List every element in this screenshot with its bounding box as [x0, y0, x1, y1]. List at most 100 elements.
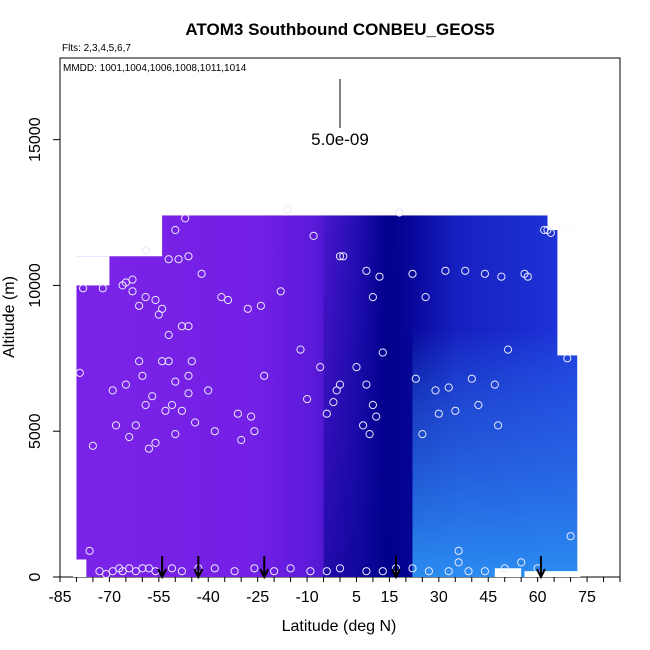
sample-marker	[177, 406, 186, 415]
sample-marker	[171, 225, 180, 235]
sample-marker	[171, 377, 180, 386]
x-tick-label: -70	[98, 589, 121, 606]
sample-marker	[339, 252, 348, 261]
sample-marker	[335, 252, 345, 261]
sample-marker	[464, 567, 473, 576]
sample-marker	[204, 386, 213, 395]
sample-marker	[421, 293, 430, 302]
sample-marker	[286, 564, 295, 573]
sample-marker	[418, 430, 427, 439]
sample-marker	[309, 231, 318, 240]
x-tick-label: 30	[430, 589, 448, 606]
x-tick-label: 75	[578, 589, 596, 606]
sample-marker	[362, 380, 371, 389]
sample-marker	[441, 266, 450, 275]
sample-marker	[217, 293, 226, 302]
field-mask-ne2	[557, 230, 581, 356]
sample-marker	[111, 421, 121, 430]
x-tick-label: 45	[479, 589, 497, 606]
sample-marker	[362, 567, 371, 576]
sample-marker	[378, 348, 387, 357]
sample-marker	[230, 567, 239, 576]
sample-marker	[95, 567, 104, 576]
x-tick-label: 60	[529, 589, 547, 606]
sample-marker	[125, 432, 134, 442]
sample-marker	[187, 357, 196, 366]
sample-marker	[359, 421, 368, 430]
field-core	[323, 215, 413, 577]
sample-marker	[141, 293, 150, 302]
sample-marker	[98, 284, 107, 293]
field-north-low	[412, 329, 578, 577]
sample-marker	[141, 246, 150, 255]
sounding-arrow-head	[536, 568, 546, 580]
sample-marker	[270, 567, 279, 576]
sample-marker	[454, 558, 463, 567]
sample-marker	[322, 567, 331, 576]
sample-marker	[296, 345, 305, 354]
x-tick-label: -10	[295, 589, 318, 606]
sample-marker	[191, 418, 200, 427]
x-tick-label: 15	[381, 589, 399, 606]
sample-marker	[210, 564, 219, 573]
sample-marker	[546, 228, 555, 237]
chart-title: ATOM3 Southbound CONBEU_GEOS5	[185, 20, 494, 39]
x-tick-label: -40	[197, 589, 220, 606]
y-axis-label: Altitude (m)	[1, 276, 18, 358]
sample-marker	[368, 400, 377, 410]
sample-marker	[467, 374, 476, 383]
sounding-arrow-head	[391, 568, 401, 580]
sample-marker	[362, 266, 371, 275]
sample-marker	[276, 287, 285, 296]
sample-marker	[174, 255, 183, 264]
y-axis: 0 5000 10000 15000	[27, 117, 60, 581]
sample-marker	[237, 435, 246, 445]
sample-marker	[144, 444, 153, 453]
sample-marker	[108, 567, 117, 576]
sample-marker	[121, 380, 131, 389]
sample-marker	[184, 389, 193, 398]
sample-marker	[184, 322, 193, 331]
sample-marker	[167, 400, 177, 410]
sample-marker	[151, 438, 160, 447]
sample-marker	[395, 208, 404, 217]
concentration-field	[73, 213, 581, 577]
sample-marker	[177, 322, 186, 331]
sample-marker	[247, 412, 256, 421]
sample-marker	[233, 409, 242, 418]
sample-marker	[322, 409, 331, 418]
field-mask-sw3	[73, 559, 87, 577]
sample-marker	[306, 567, 315, 576]
y-tick-label: 10000	[27, 263, 44, 308]
sample-marker	[283, 205, 292, 214]
sample-marker	[368, 293, 377, 302]
sample-marker	[177, 567, 186, 576]
y-tick-label: 5000	[27, 413, 44, 449]
sample-marker	[434, 409, 443, 418]
x-tick-label: -85	[48, 589, 71, 606]
sample-marker	[517, 558, 526, 567]
sample-marker	[566, 532, 575, 541]
sample-marker	[184, 252, 193, 261]
sample-marker	[250, 427, 259, 436]
flights-label: Flts: 2,3,4,5,6,7	[62, 43, 131, 54]
sample-marker	[497, 272, 506, 281]
x-tick-label: -55	[147, 589, 170, 606]
sample-marker	[474, 400, 483, 410]
sample-marker	[503, 345, 513, 354]
sample-marker	[85, 546, 94, 555]
sample-marker	[329, 398, 338, 407]
sample-marker	[167, 564, 177, 573]
sample-marker	[141, 400, 150, 410]
sample-marker	[408, 564, 417, 573]
sample-marker	[444, 383, 453, 392]
sample-marker	[118, 567, 127, 576]
sample-marker	[352, 363, 361, 372]
sample-marker	[454, 546, 463, 555]
x-tick-label: 5	[352, 589, 361, 606]
x-axis-label: Latitude (deg N)	[282, 618, 397, 635]
sample-marker	[461, 266, 470, 275]
x-axis: -85 -70 -55 -40 -25 -10 5 15 30 45 60 75	[48, 577, 621, 606]
sample-marker	[365, 430, 374, 439]
